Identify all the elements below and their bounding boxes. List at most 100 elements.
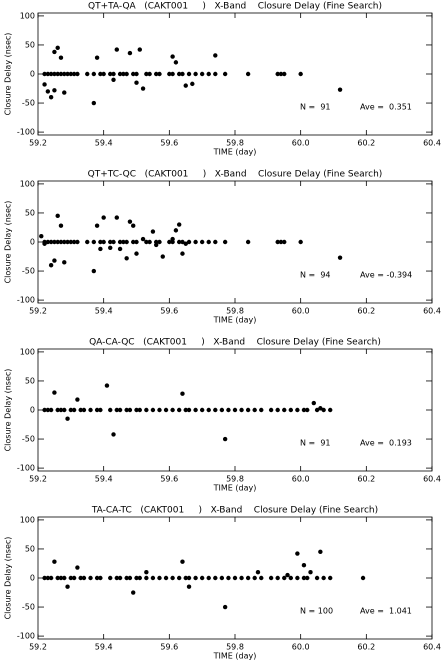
data-point — [295, 575, 300, 581]
data-point — [71, 239, 77, 245]
data-point — [245, 575, 251, 581]
data-point — [226, 575, 231, 581]
data-point — [114, 407, 120, 413]
data-point — [282, 71, 287, 77]
x-tick-label: 59.8 — [226, 643, 244, 652]
data-point — [157, 575, 162, 581]
data-point — [58, 55, 64, 60]
data-point — [154, 242, 159, 248]
data-point — [42, 241, 47, 246]
data-point — [55, 213, 60, 219]
data-point — [45, 575, 51, 581]
data-point — [337, 87, 343, 92]
data-point — [173, 228, 179, 233]
n-annotation: N = 91 — [300, 439, 331, 448]
data-point — [301, 407, 307, 413]
data-point — [42, 575, 47, 581]
data-point — [55, 239, 60, 245]
data-point — [117, 239, 123, 245]
panel: QT+TA-QA (CAKT001 ) X-Band Closure Delay… — [4, 2, 441, 157]
data-point — [311, 400, 316, 406]
data-point — [131, 590, 136, 595]
data-point — [252, 407, 257, 413]
y-tick-label: -50 — [22, 435, 35, 444]
data-point — [308, 569, 313, 575]
data-point — [278, 71, 284, 77]
data-point — [71, 71, 77, 77]
data-point — [318, 549, 323, 555]
ave-annotation: Ave = -0.394 — [360, 271, 412, 280]
data-point — [305, 575, 310, 581]
data-point — [75, 71, 80, 77]
data-point — [245, 407, 251, 413]
data-point — [193, 407, 198, 413]
data-point — [180, 71, 185, 77]
data-point — [58, 575, 64, 581]
data-point — [58, 239, 64, 245]
data-point — [134, 239, 139, 245]
panel: QT+TC-QC (CAKT001 ) X-Band Closure Delay… — [4, 170, 441, 325]
data-point — [186, 575, 192, 581]
data-point — [157, 407, 162, 413]
data-point — [45, 239, 51, 245]
data-point — [62, 71, 67, 77]
y-tick-label: -100 — [17, 296, 35, 305]
x-tick-label: 60.2 — [357, 475, 375, 484]
x-tick-label: 59.8 — [226, 307, 244, 316]
data-point — [101, 239, 106, 245]
data-point — [222, 239, 228, 245]
x-tick-label: 59.2 — [29, 307, 47, 316]
data-point — [255, 569, 261, 575]
data-point — [170, 236, 175, 242]
data-point — [147, 71, 152, 77]
data-point — [94, 223, 100, 228]
data-point — [91, 100, 97, 106]
data-point — [52, 71, 57, 77]
data-point — [101, 71, 106, 77]
data-point — [259, 575, 264, 581]
data-point — [190, 81, 195, 87]
data-point — [222, 71, 228, 77]
data-point — [144, 569, 149, 575]
data-point — [285, 572, 290, 578]
data-point — [295, 407, 300, 413]
data-point — [213, 53, 218, 58]
data-point — [170, 407, 175, 413]
data-point — [170, 54, 175, 59]
data-point — [108, 239, 113, 245]
data-point — [219, 575, 225, 581]
x-tick-label: 59.2 — [29, 643, 47, 652]
data-point — [124, 575, 129, 581]
data-point — [108, 71, 113, 77]
data-point — [55, 71, 60, 77]
x-tick-label: 59.4 — [95, 643, 113, 652]
data-point — [42, 82, 47, 87]
data-point — [137, 407, 142, 413]
data-point — [45, 407, 51, 413]
data-point — [268, 407, 274, 413]
data-point — [94, 407, 100, 413]
data-point — [124, 71, 129, 77]
data-point — [127, 407, 133, 413]
data-point — [55, 45, 60, 51]
plot-frame — [37, 180, 433, 304]
data-point — [52, 49, 57, 55]
data-point — [52, 390, 57, 395]
data-point — [111, 71, 116, 77]
data-point — [206, 239, 211, 245]
data-point — [111, 77, 116, 83]
data-point — [176, 575, 182, 581]
data-point — [278, 239, 284, 245]
data-point — [239, 575, 244, 581]
y-tick-label: 50 — [25, 40, 35, 49]
x-tick-label: 59.8 — [226, 475, 244, 484]
x-tick-label: 60.4 — [423, 139, 441, 148]
n-annotation: N = 94 — [300, 271, 331, 280]
data-point — [52, 559, 57, 564]
data-point — [101, 215, 106, 220]
data-point — [206, 575, 211, 581]
data-point — [186, 407, 192, 413]
data-point — [98, 407, 103, 413]
data-point — [150, 575, 156, 581]
data-point — [117, 71, 123, 77]
